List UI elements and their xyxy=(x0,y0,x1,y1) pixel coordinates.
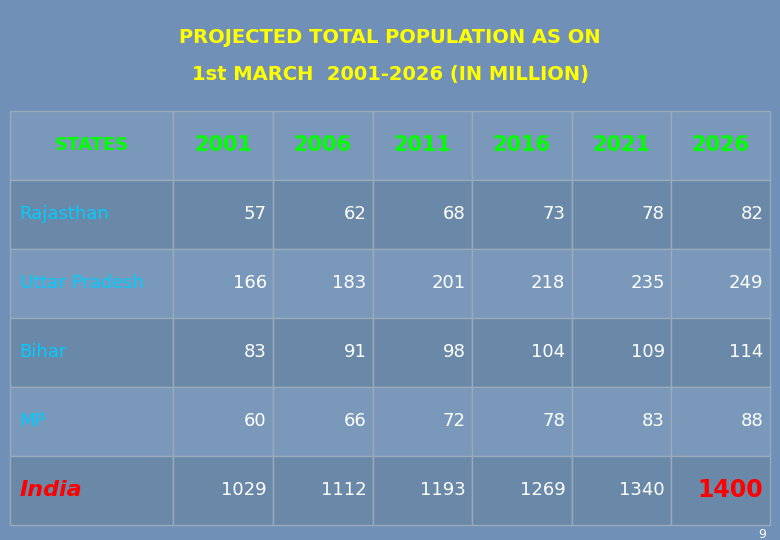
Text: 83: 83 xyxy=(244,343,267,361)
Text: 98: 98 xyxy=(443,343,466,361)
Bar xyxy=(373,249,472,318)
Bar xyxy=(572,249,671,318)
Text: 82: 82 xyxy=(741,205,764,223)
Text: 1029: 1029 xyxy=(222,481,267,500)
Text: 2016: 2016 xyxy=(493,135,551,155)
Text: 183: 183 xyxy=(332,274,367,292)
Bar xyxy=(472,456,572,525)
Bar xyxy=(173,318,273,387)
Text: 2011: 2011 xyxy=(393,135,452,155)
Text: 57: 57 xyxy=(244,205,267,223)
Bar xyxy=(373,180,472,249)
Text: 1112: 1112 xyxy=(321,481,367,500)
Text: 249: 249 xyxy=(729,274,764,292)
Bar xyxy=(572,456,671,525)
Text: 78: 78 xyxy=(542,413,565,430)
Text: PROJECTED TOTAL POPULATION AS ON: PROJECTED TOTAL POPULATION AS ON xyxy=(179,28,601,48)
Text: 1193: 1193 xyxy=(420,481,466,500)
Text: 72: 72 xyxy=(443,413,466,430)
Text: 2001: 2001 xyxy=(194,135,252,155)
Text: 2006: 2006 xyxy=(294,135,352,155)
Bar xyxy=(173,111,273,180)
Bar xyxy=(472,387,572,456)
Bar xyxy=(273,456,373,525)
Bar xyxy=(273,111,373,180)
Bar xyxy=(572,318,671,387)
Text: Bihar: Bihar xyxy=(20,343,67,361)
Bar xyxy=(472,318,572,387)
Bar xyxy=(472,180,572,249)
Text: 1340: 1340 xyxy=(619,481,665,500)
Bar xyxy=(671,111,770,180)
Text: 1400: 1400 xyxy=(698,478,764,502)
Bar xyxy=(572,111,671,180)
Text: 9: 9 xyxy=(758,528,766,540)
Bar xyxy=(173,180,273,249)
Bar xyxy=(273,387,373,456)
Bar xyxy=(373,111,472,180)
Text: India: India xyxy=(20,481,82,501)
Bar xyxy=(273,249,373,318)
Text: 109: 109 xyxy=(631,343,665,361)
Bar xyxy=(472,249,572,318)
Text: 2026: 2026 xyxy=(692,135,750,155)
Bar xyxy=(472,111,572,180)
Text: Uttar Pradesh: Uttar Pradesh xyxy=(20,274,144,292)
Bar xyxy=(273,318,373,387)
Bar xyxy=(10,180,173,249)
Text: 68: 68 xyxy=(443,205,466,223)
Text: 66: 66 xyxy=(343,413,367,430)
Bar xyxy=(273,180,373,249)
Bar xyxy=(572,180,671,249)
Text: 104: 104 xyxy=(531,343,566,361)
Bar xyxy=(373,387,472,456)
Bar xyxy=(10,318,173,387)
Text: 218: 218 xyxy=(531,274,566,292)
Text: Rajasthan: Rajasthan xyxy=(20,205,109,223)
Text: MP: MP xyxy=(20,413,46,430)
Text: 91: 91 xyxy=(343,343,367,361)
Text: 62: 62 xyxy=(343,205,367,223)
Text: 73: 73 xyxy=(542,205,565,223)
Text: 88: 88 xyxy=(741,413,764,430)
Bar xyxy=(10,456,173,525)
Text: 2021: 2021 xyxy=(592,135,651,155)
Bar xyxy=(173,387,273,456)
Text: 1st MARCH  2001-2026 (IN MILLION): 1st MARCH 2001-2026 (IN MILLION) xyxy=(192,65,588,84)
Bar xyxy=(671,456,770,525)
Bar xyxy=(10,111,173,180)
Text: 60: 60 xyxy=(244,413,267,430)
Bar xyxy=(373,318,472,387)
Text: 166: 166 xyxy=(232,274,267,292)
Bar xyxy=(173,249,273,318)
Bar xyxy=(572,387,671,456)
Bar xyxy=(671,318,770,387)
Bar xyxy=(671,180,770,249)
Text: 235: 235 xyxy=(630,274,665,292)
Bar xyxy=(671,249,770,318)
Text: STATES: STATES xyxy=(55,136,129,154)
Text: 1269: 1269 xyxy=(519,481,566,500)
Bar xyxy=(10,249,173,318)
Bar xyxy=(173,456,273,525)
Text: 201: 201 xyxy=(431,274,466,292)
Text: 114: 114 xyxy=(729,343,764,361)
Bar xyxy=(671,387,770,456)
Bar xyxy=(10,387,173,456)
Bar xyxy=(373,456,472,525)
Text: 78: 78 xyxy=(642,205,665,223)
Text: 83: 83 xyxy=(642,413,665,430)
